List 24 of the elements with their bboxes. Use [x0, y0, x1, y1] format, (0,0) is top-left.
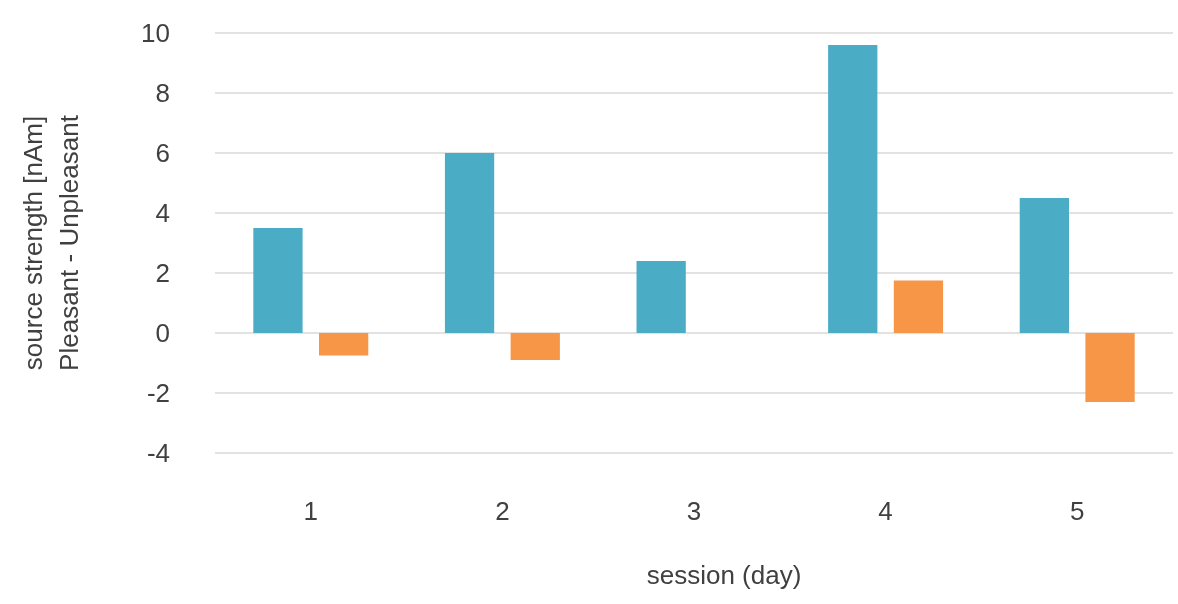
bar [510, 333, 560, 360]
bar [1019, 198, 1069, 333]
bar [636, 261, 686, 333]
x-tick-label: 4 [878, 496, 893, 527]
bar [319, 333, 369, 356]
y-tick-label: -4 [146, 438, 170, 469]
y-tick-label: 0 [155, 318, 170, 349]
x-tick-label: 2 [495, 496, 510, 527]
y-tick-label: 6 [155, 138, 170, 169]
bar [1085, 333, 1135, 402]
x-tick-label: 3 [686, 496, 702, 527]
bar [893, 280, 944, 333]
y-axis-title: source strength [nAm] Pleasant - Unpleasant [18, 114, 84, 371]
x-tick-label: 1 [303, 496, 319, 527]
y-tick-label: 8 [155, 78, 170, 109]
y-tick-label: -2 [146, 378, 170, 409]
x-axis-title: session (day) [646, 560, 802, 590]
x-tick-label: 5 [1069, 496, 1085, 527]
y-tick-label: 4 [155, 198, 170, 229]
bar [828, 45, 878, 333]
bar [444, 153, 495, 333]
y-tick-label: 2 [155, 258, 170, 289]
y-tick-label: 10 [141, 18, 170, 49]
bar [253, 228, 303, 333]
